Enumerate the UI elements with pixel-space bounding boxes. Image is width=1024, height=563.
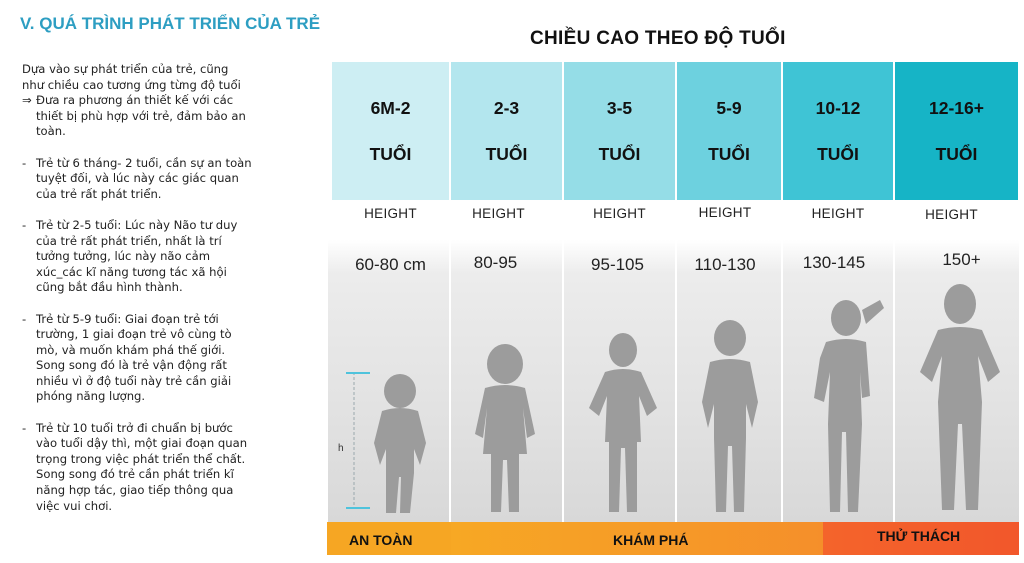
age-header-2-3: 2-3 TUỔI xyxy=(451,62,562,200)
stage-segment xyxy=(823,522,1019,555)
height-value: 95-105 xyxy=(591,255,644,274)
bullet-text: Trẻ từ 5-9 tuổi: Giai đoạn trẻ tới trườn… xyxy=(36,311,232,404)
height-label: HEIGHT xyxy=(364,206,417,221)
age-header-12-16: 12-16+ TUỔI xyxy=(895,62,1018,200)
stage-label: AN TOÀN xyxy=(349,532,413,548)
child-silhouette-icon xyxy=(814,300,884,512)
height-label: HEIGHT xyxy=(472,206,525,221)
silhouette-stage xyxy=(328,240,1019,523)
height-label: HEIGHT xyxy=(593,206,646,221)
age-header-5-9: 5-9 TUỔI xyxy=(677,62,781,200)
height-measure-marker xyxy=(346,372,370,509)
section-title: V. QUÁ TRÌNH PHÁT TRIỂN CỦA TRẺ xyxy=(20,14,321,33)
height-value: 80-95 xyxy=(473,253,518,272)
stage-label: THỬ THÁCH xyxy=(877,528,961,544)
intro-text: Dựa vào sự phát triển của trẻ, cũng như … xyxy=(22,62,241,92)
bullet-text: Trẻ từ 6 tháng- 2 tuổi, cần sự an toàn t… xyxy=(36,155,252,201)
conclusion-line: ⇒ Đưa ra phương án thiết kế với các thiế… xyxy=(22,93,254,140)
child-silhouette-icon xyxy=(475,344,535,512)
child-silhouette-icon xyxy=(920,284,1000,510)
child-silhouette-icon xyxy=(589,333,657,512)
height-label: HEIGHT xyxy=(698,205,752,220)
bullet-text: Trẻ từ 10 tuổi trở đi chuẩn bị bước vào … xyxy=(36,420,248,513)
child-silhouette-icon xyxy=(374,374,426,513)
age-header-3-5: 3-5 TUỔI xyxy=(564,62,675,200)
conclusion-text: Đưa ra phương án thiết kế với các thiết … xyxy=(36,93,246,139)
chart-title: CHIỀU CAO THEO ĐỘ TUỔI xyxy=(530,28,786,49)
height-value: 150+ xyxy=(942,250,981,269)
height-label: HEIGHT xyxy=(811,206,865,221)
height-label: HEIGHT xyxy=(925,207,978,222)
bullet-item: - Trẻ từ 2-5 tuổi: Lúc này Não tư duy của… xyxy=(22,217,238,295)
bullet-item: - Trẻ từ 6 tháng- 2 tuổi, cần sự an toàn … xyxy=(22,155,252,201)
height-value: 130-145 xyxy=(802,253,866,272)
stage-segment xyxy=(327,522,451,555)
measure-label: h xyxy=(338,443,344,454)
child-silhouette-icon xyxy=(702,320,758,512)
implies-arrow-icon: ⇒ xyxy=(22,93,32,108)
development-stage-bar: AN TOÀN KHÁM PHÁ THỬ THÁCH xyxy=(327,522,1019,555)
bullet-text: Trẻ từ 2-5 tuổi: Lúc này Não tư duy của … xyxy=(36,217,238,295)
description-column: Dựa vào sự phát triển của trẻ, cũng như … xyxy=(22,62,254,514)
stage-label: KHÁM PHÁ xyxy=(613,532,689,548)
bullet-item: - Trẻ từ 5-9 tuổi: Giai đoạn trẻ tới trườ… xyxy=(22,311,232,404)
height-value: 110-130 xyxy=(694,255,756,274)
stage-segment xyxy=(451,522,823,555)
bullet-item: - Trẻ từ 10 tuổi trở đi chuẩn bị bước vào… xyxy=(22,420,248,513)
age-header-6m-2: 6M-2 TUỔI xyxy=(332,62,449,200)
height-value: 60-80 cm xyxy=(355,255,426,274)
age-header-10-12: 10-12 TUỔI xyxy=(783,62,893,200)
